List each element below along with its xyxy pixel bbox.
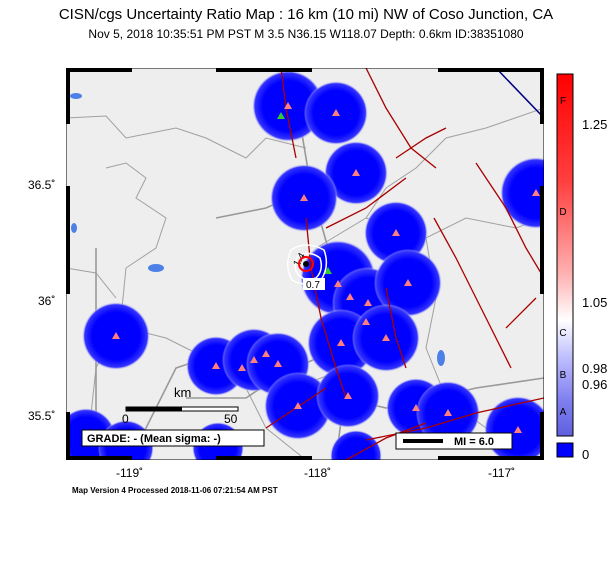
magnitude-legend-text: MI = 6.0 (454, 436, 494, 448)
epicenter-marker (298, 256, 314, 272)
contour-label-07: 0.7 (306, 280, 320, 291)
colorbar-tick-1-25: 1.25 (582, 117, 608, 132)
grade-label-f: F (559, 96, 567, 107)
grade-text: GRADE: - (Mean sigma: -) (87, 433, 221, 445)
processed-footer: Map Version 4 Processed 2018-11-06 07:21… (72, 486, 278, 495)
grade-label-d: D (559, 207, 567, 218)
map-frame (66, 68, 544, 460)
green-station-marker (277, 112, 285, 119)
x-tick-117: -117˚ (488, 466, 516, 480)
colorbar-tick-0: 0 (582, 447, 590, 462)
uncertainty-map: 0.7 1.4 km 0 50 GRADE: - (Mean sigma: -)… (66, 68, 544, 460)
grade-label-a: A (559, 407, 567, 418)
magnitude-legend-box (395, 432, 513, 450)
event-subtitle: Nov 5, 2018 10:35:51 PM PST M 3.5 N36.15… (88, 27, 524, 41)
grade-label-b: B (559, 370, 567, 381)
scale-start-label: 0 (122, 412, 129, 426)
x-tick-118: -118˚ (304, 466, 332, 480)
y-tick-35-5: 35.5˚ (28, 409, 56, 423)
x-tick-119: -119˚ (116, 466, 144, 480)
grade-box (81, 429, 265, 447)
colorbar-tick-0-98: 0.98 (582, 361, 608, 376)
green-station-marker (324, 267, 332, 274)
contour-label-box (303, 278, 325, 290)
map-title: CISN/cgs Uncertainty Ratio Map : 16 km (… (58, 6, 554, 23)
state-boundary (495, 68, 544, 119)
y-tick-36-5: 36.5˚ (28, 178, 56, 192)
scale-end-label: 50 (224, 412, 238, 426)
colorbar-tick-0-96: 0.96 (582, 377, 608, 392)
colorbar-tick-1-05: 1.05 (582, 295, 608, 310)
grade-label-c: C (559, 328, 567, 339)
station-markers (112, 102, 540, 433)
scale-unit-label: km (174, 385, 191, 400)
colorbar (556, 73, 574, 458)
y-tick-36: 36˚ (38, 294, 56, 308)
distance-scale: km 0 50 (122, 385, 239, 426)
